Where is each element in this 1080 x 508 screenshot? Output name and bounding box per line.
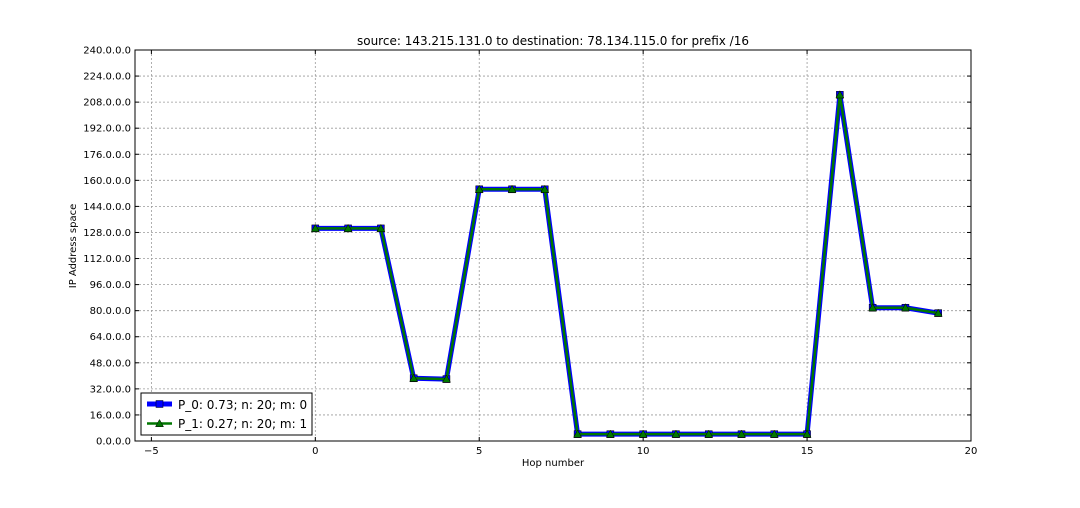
x-tick-label: 10 — [637, 446, 650, 457]
series-line-1 — [315, 93, 939, 436]
y-tick-label: 32.0.0.0 — [90, 384, 131, 395]
data-point-1 — [769, 429, 779, 438]
y-tick-label: 96.0.0.0 — [90, 280, 131, 291]
data-point-1 — [671, 429, 681, 438]
data-point-1 — [901, 303, 910, 312]
y-tick-label: 112.0.0.0 — [83, 254, 131, 265]
legend-label-p0: P_0: 0.73; n: 20; m: 0 — [178, 398, 307, 412]
y-tick-label: 208.0.0.0 — [83, 98, 131, 109]
y-tick-label: 192.0.0.0 — [83, 124, 131, 135]
legend-box — [140, 392, 313, 436]
x-tick-label: 20 — [965, 446, 978, 457]
data-point-1 — [868, 303, 878, 312]
x-tick-label: 5 — [476, 446, 482, 457]
data-point-1 — [540, 184, 550, 193]
data-point-1 — [605, 429, 615, 438]
legend: P_0: 0.73; n: 20; m: 0 P_1: 0.27; n: 20;… — [140, 392, 313, 436]
y-tick-label: 16.0.0.0 — [90, 410, 131, 421]
data-point-1 — [933, 308, 943, 317]
legend-entry-p0 — [147, 400, 172, 408]
data-point-1 — [376, 223, 386, 232]
data-point-1 — [442, 374, 451, 383]
y-tick-label: 64.0.0.0 — [90, 332, 131, 343]
chart-title: source: 143.215.131.0 to destination: 78… — [357, 34, 749, 48]
plot-frame — [134, 49, 972, 442]
y-tick-label: 128.0.0.0 — [83, 228, 131, 239]
y-tick-label: 48.0.0.0 — [90, 358, 131, 369]
y-tick-label: 240.0.0.0 — [83, 46, 131, 57]
data-point-1 — [409, 373, 419, 382]
legend-entry-p1 — [147, 418, 172, 427]
y-tick-label: 176.0.0.0 — [83, 150, 131, 161]
series-line-0 — [315, 92, 939, 437]
y-tick-label: 0.0.0.0 — [96, 437, 131, 448]
y-tick-label: 80.0.0.0 — [90, 306, 131, 317]
data-point-1 — [737, 429, 746, 438]
data-point-1 — [310, 223, 320, 232]
data-point-1 — [343, 223, 353, 232]
ticks: −5 0 5 10 15 20 0.0.0.0 16.0.0.0 32.0.0.0 48.0.0.… — [83, 46, 977, 458]
y-tick-label: 144.0.0.0 — [83, 202, 131, 213]
data-point-1 — [507, 184, 517, 193]
legend-marker-1 — [155, 418, 164, 427]
y-tick-label: 224.0.0.0 — [83, 72, 131, 83]
series-layer — [310, 90, 943, 438]
legend-label-p1: P_1: 0.27; n: 20; m: 1 — [178, 417, 307, 431]
data-point-1 — [835, 90, 845, 99]
x-tick-label: 15 — [801, 446, 814, 457]
y-tick-label: 160.0.0.0 — [83, 176, 131, 187]
data-point-1 — [573, 429, 583, 438]
data-point-1 — [474, 184, 484, 193]
x-tick-label: 0 — [312, 446, 318, 457]
y-axis-label: IP Address space — [68, 204, 79, 289]
data-point-1 — [704, 429, 714, 438]
x-tick-label: −5 — [144, 446, 159, 457]
series-1 — [310, 90, 943, 438]
legend-marker-0 — [155, 400, 164, 408]
x-axis-label: Hop number — [522, 458, 585, 469]
